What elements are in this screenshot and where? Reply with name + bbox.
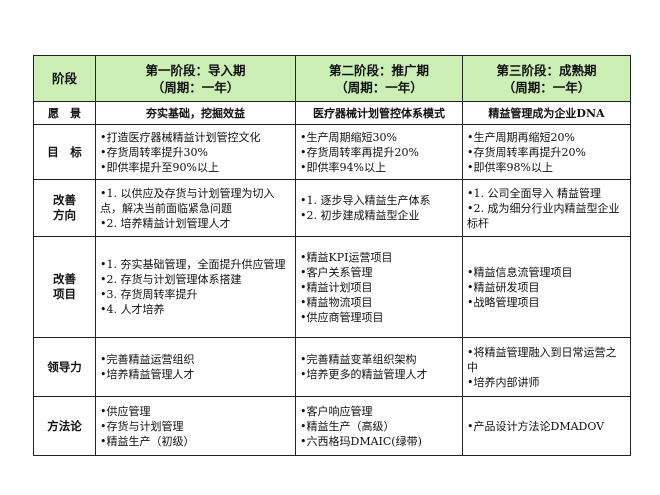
list-item: 2. 初步建成精益型企业 [300, 208, 458, 223]
phase-1-cell: 完善精益运营组织培养精益管理人才 [95, 337, 296, 397]
list-item: 1. 夯实基础管理，全面提升供应管理 [100, 257, 291, 272]
list-item: 存货周转率提升30% [100, 145, 291, 160]
phase-1-cell: 1. 夯实基础管理，全面提升供应管理2. 存货与计划管理体系搭建3. 存货周转率… [95, 236, 296, 338]
phase-3-header: 第三阶段：成熟期 （周期：一年） [462, 55, 631, 102]
phase-2-cell: 客户响应管理精益生产（高级）六西格玛DMAIC(绿带) [295, 396, 463, 456]
list-item: 存货与计划管理 [100, 419, 291, 434]
list-item: 2. 培养精益计划管理人才 [100, 216, 291, 231]
row-label: 改善方向 [33, 179, 96, 237]
list-item: 精益研发项目 [467, 280, 626, 295]
row-label: 领导力 [33, 337, 96, 397]
list-item: 完善精益运营组织 [100, 352, 291, 367]
row-label: 改善项目 [33, 236, 96, 338]
list-item: 3. 存货周转率提升 [100, 287, 291, 302]
list-item: 生产周期再缩短20% [467, 130, 626, 145]
header-label: 阶段 [33, 55, 96, 102]
phase-1-cell: 1. 以供应及存货与计划管理为切入点，解决当前面临紧急问题2. 培养精益计划管理… [95, 179, 296, 237]
list-item: 精益计划项目 [300, 280, 458, 295]
table-row: 改善方向1. 以供应及存货与计划管理为切入点，解决当前面临紧急问题2. 培养精益… [33, 179, 631, 237]
list-item: 产品设计方法论DMADOV [467, 419, 626, 434]
phase-3-cell: 1. 公司全面导入 精益管理2. 成为细分行业内精益型企业标杆 [462, 179, 631, 237]
phase-2-cell: 生产周期缩短30%存货周转率再提升20%即供率94%以上 [295, 124, 463, 180]
list-item: 战略管理项目 [467, 295, 626, 310]
list-item: 2. 存货与计划管理体系搭建 [100, 272, 291, 287]
list-item: 供应管理 [100, 404, 291, 419]
phase-3-cell: 将精益管理融入到日常运营之中培养内部讲师 [462, 337, 631, 397]
list-item: 培养精益管理人才 [100, 367, 291, 382]
list-item: 存货周转率再提升20% [467, 145, 626, 160]
list-item: 精益信息流管理项目 [467, 265, 626, 280]
list-item: 即供率94%以上 [300, 160, 458, 175]
vision-row: 愿 景 夯实基础，挖掘效益 医疗器械计划管控体系模式 精益管理成为企业DNA [33, 101, 631, 125]
list-item: 客户关系管理 [300, 265, 458, 280]
table-row: 目 标打造医疗器械精益计划管控文化存货周转率提升30%即供率提升至90%以上生产… [33, 124, 631, 180]
list-item: 生产周期缩短30% [300, 130, 458, 145]
roadmap-table: 阶段 第一阶段：导入期 （周期：一年） 第二阶段：推广期 （周期：一年） 第三阶段：… [33, 55, 631, 456]
phase-3-cell: 精益信息流管理项目精益研发项目战略管理项目 [462, 236, 631, 338]
phase-2-cell: 1. 逐步导入精益生产体系2. 初步建成精益型企业 [295, 179, 463, 237]
phase-3-cell: 产品设计方法论DMADOV [462, 396, 631, 456]
list-item: 客户响应管理 [300, 404, 458, 419]
table-row: 方法论供应管理存货与计划管理精益生产（初级）客户响应管理精益生产（高级）六西格玛… [33, 396, 631, 456]
list-item: 完善精益变革组织架构 [300, 352, 458, 367]
phase-1-header: 第一阶段：导入期 （周期：一年） [95, 55, 296, 102]
list-item: 六西格玛DMAIC(绿带) [300, 434, 458, 449]
phase-3-cell: 生产周期再缩短20%存货周转率再提升20%即供率98%以上 [462, 124, 631, 180]
list-item: 2. 成为细分行业内精益型企业标杆 [467, 201, 626, 231]
phase-2-cell: 精益KPI运营项目客户关系管理精益计划项目精益物流项目供应商管理项目 [295, 236, 463, 338]
list-item: 将精益管理融入到日常运营之中 [467, 345, 626, 375]
table-row: 改善项目1. 夯实基础管理，全面提升供应管理2. 存货与计划管理体系搭建3. 存… [33, 236, 631, 338]
phase-2-cell: 完善精益变革组织架构培养更多的精益管理人才 [295, 337, 463, 397]
list-item: 精益生产（高级） [300, 419, 458, 434]
list-item: 精益KPI运营项目 [300, 250, 458, 265]
row-label: 目 标 [33, 124, 96, 180]
list-item: 打造医疗器械精益计划管控文化 [100, 130, 291, 145]
phase-1-cell: 打造医疗器械精益计划管控文化存货周转率提升30%即供率提升至90%以上 [95, 124, 296, 180]
list-item: 4. 人才培养 [100, 302, 291, 317]
header-row: 阶段 第一阶段：导入期 （周期：一年） 第二阶段：推广期 （周期：一年） 第三阶段：… [33, 55, 631, 102]
row-label: 方法论 [33, 396, 96, 456]
list-item: 1. 公司全面导入 精益管理 [467, 186, 626, 201]
list-item: 精益生产（初级） [100, 434, 291, 449]
vision-label: 愿 景 [33, 101, 96, 125]
list-item: 供应商管理项目 [300, 310, 458, 325]
phase-1-cell: 供应管理存货与计划管理精益生产（初级） [95, 396, 296, 456]
vision-cell: 夯实基础，挖掘效益 [95, 101, 296, 125]
list-item: 即供率98%以上 [467, 160, 626, 175]
list-item: 1. 以供应及存货与计划管理为切入点，解决当前面临紧急问题 [100, 186, 291, 216]
list-item: 即供率提升至90%以上 [100, 160, 291, 175]
list-item: 1. 逐步导入精益生产体系 [300, 193, 458, 208]
list-item: 精益物流项目 [300, 295, 458, 310]
vision-cell: 医疗器械计划管控体系模式 [295, 101, 463, 125]
list-item: 存货周转率再提升20% [300, 145, 458, 160]
phase-2-header: 第二阶段：推广期 （周期：一年） [295, 55, 463, 102]
vision-cell: 精益管理成为企业DNA [462, 101, 631, 125]
table-row: 领导力完善精益运营组织培养精益管理人才完善精益变革组织架构培养更多的精益管理人才… [33, 337, 631, 397]
list-item: 培养更多的精益管理人才 [300, 367, 458, 382]
list-item: 培养内部讲师 [467, 375, 626, 390]
